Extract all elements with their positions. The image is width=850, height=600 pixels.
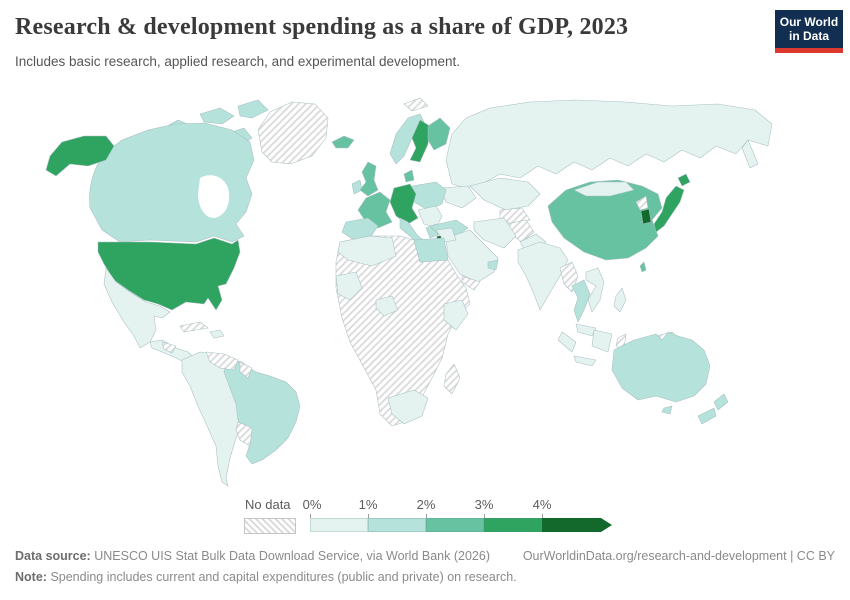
legend-segment-3-4[interactable] (484, 518, 542, 532)
region-canada[interactable] (89, 122, 255, 243)
region-ukraine-belarus[interactable] (439, 185, 477, 209)
region-south-korea[interactable] (640, 208, 652, 225)
region-venezuela[interactable] (205, 351, 239, 371)
region-new-zealand[interactable] (713, 393, 729, 411)
tick-label-4: 4% (532, 497, 552, 512)
region-norway[interactable] (389, 113, 425, 165)
region-japan-hokkaido[interactable] (677, 173, 691, 187)
region-yemen[interactable] (461, 275, 481, 291)
region-malaysia[interactable] (575, 323, 597, 337)
region-thailand[interactable] (571, 279, 591, 323)
region-madagascar[interactable] (443, 363, 461, 395)
region-russia-kamchatka[interactable] (741, 139, 759, 169)
region-alaska[interactable] (45, 135, 115, 177)
no-data-label: No data (245, 497, 291, 512)
logo-line1: Our World (779, 14, 839, 29)
region-finland[interactable] (427, 117, 451, 151)
tick-mark (310, 514, 311, 518)
tick-mark (542, 514, 543, 518)
region-cuba[interactable] (179, 321, 209, 333)
region-ireland[interactable] (351, 179, 363, 195)
region-bolivia-paraguay[interactable] (235, 421, 253, 447)
region-vietnam[interactable] (585, 267, 605, 313)
source-label: Data source: (15, 549, 91, 563)
region-balkans[interactable] (417, 205, 443, 229)
owid-logo-text: Our World in Data (775, 10, 843, 48)
region-iran[interactable] (473, 217, 517, 249)
region-hispaniola[interactable] (209, 329, 225, 339)
region-central-europe[interactable] (411, 181, 447, 211)
page-subtitle: Includes basic research, applied researc… (15, 54, 461, 69)
tick-mark (368, 514, 369, 518)
region-java[interactable] (573, 355, 597, 367)
region-denmark[interactable] (403, 169, 415, 183)
region-india[interactable] (517, 241, 569, 311)
region-philippines[interactable] (613, 287, 627, 313)
region-mongolia[interactable] (573, 181, 635, 197)
region-uae[interactable] (487, 259, 499, 271)
region-sumatra[interactable] (557, 331, 577, 353)
tick-label-1: 1% (358, 497, 378, 512)
tick-mark (484, 514, 485, 518)
world-map-svg (45, 97, 773, 487)
legend-segment-0-1[interactable] (310, 518, 368, 532)
region-myanmar[interactable] (559, 261, 579, 293)
source-text: UNESCO UIS Stat Bulk Data Download Servi… (94, 549, 490, 563)
region-egypt[interactable] (413, 237, 449, 263)
page-title: Research & development spending as a sha… (15, 14, 629, 40)
region-guyanas[interactable] (239, 361, 253, 379)
map-legend: No data 0% 1% 2% 3% 4% (0, 495, 850, 537)
legend-segment-2-3[interactable] (426, 518, 484, 532)
region-svalbard[interactable] (403, 97, 429, 112)
note-text: Spending includes current and capital ex… (50, 570, 517, 585)
region-taiwan[interactable] (639, 261, 647, 273)
world-map (0, 90, 850, 495)
tick-label-3: 3% (474, 497, 494, 512)
region-russia[interactable] (445, 99, 773, 189)
legend-segment-4-plus[interactable] (542, 518, 612, 532)
tick-label-0: 0% (302, 497, 322, 512)
no-data-swatch[interactable] (244, 518, 296, 534)
tick-mark (426, 514, 427, 518)
region-kazakhstan[interactable] (469, 177, 541, 211)
region-germany-alps[interactable] (389, 183, 419, 225)
owid-link[interactable]: OurWorldinData.org/research-and-developm… (522, 549, 835, 563)
note-label: Note: (15, 570, 47, 585)
region-tasmania[interactable] (661, 405, 673, 415)
region-north-korea[interactable] (635, 195, 649, 211)
region-west-africa[interactable] (335, 271, 363, 301)
region-ethiopia-kenya[interactable] (443, 299, 469, 331)
footer-note-row: Note: Spending includes current and capi… (15, 567, 835, 588)
footer-source-row: Data source: UNESCO UIS Stat Bulk Data D… (15, 546, 835, 567)
region-canada-arctic[interactable] (199, 107, 235, 125)
region-brazil[interactable] (223, 357, 301, 465)
footer: Data source: UNESCO UIS Stat Bulk Data D… (15, 546, 835, 589)
region-australia[interactable] (611, 331, 711, 403)
hudson-bay (198, 175, 230, 218)
region-nigeria[interactable] (375, 295, 399, 317)
region-mexico[interactable] (103, 267, 171, 349)
region-greenland[interactable] (257, 101, 329, 165)
region-japan[interactable] (653, 185, 685, 233)
logo-red-bar (775, 48, 843, 53)
region-uk[interactable] (359, 161, 379, 197)
source-line: Data source: UNESCO UIS Stat Bulk Data D… (15, 546, 490, 567)
legend-segment-1-2[interactable] (368, 518, 426, 532)
region-canada-arctic[interactable] (237, 99, 269, 119)
tick-label-2: 2% (416, 497, 436, 512)
region-new-zealand-south[interactable] (697, 407, 717, 425)
region-iceland[interactable] (331, 135, 355, 149)
legend-color-bar (310, 518, 612, 532)
logo-line2: in Data (788, 29, 829, 43)
region-honduras-nicaragua[interactable] (161, 341, 177, 354)
region-borneo[interactable] (591, 329, 613, 353)
region-northwest-africa[interactable] (337, 235, 397, 267)
owid-logo[interactable]: Our World in Data (775, 10, 843, 53)
region-south-africa[interactable] (387, 389, 429, 425)
region-usa[interactable] (97, 237, 241, 311)
region-middle-east[interactable] (445, 229, 499, 283)
region-sweden[interactable] (409, 119, 431, 163)
